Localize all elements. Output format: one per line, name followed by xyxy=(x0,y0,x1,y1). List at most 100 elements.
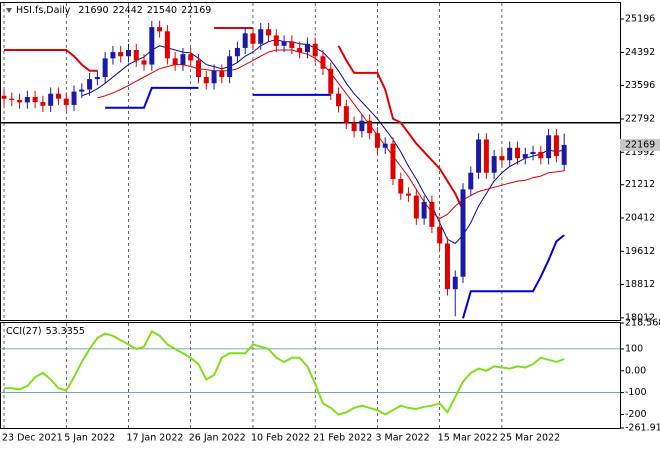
candle-body xyxy=(55,93,61,99)
candle-body xyxy=(444,243,450,290)
candle-body xyxy=(118,52,124,57)
y-tick-label: -261.910 xyxy=(625,423,660,434)
candle-body xyxy=(110,52,116,59)
x-tick-label: 17 Jan 2022 xyxy=(126,433,183,444)
candle-body xyxy=(546,135,552,159)
candle-body xyxy=(79,89,85,92)
y-tick-label: 19612 xyxy=(625,246,655,257)
candle-body xyxy=(87,79,93,90)
candle-body xyxy=(429,201,435,227)
candle-body xyxy=(188,54,194,61)
y-tick-label: 23596 xyxy=(625,80,655,91)
candle-body xyxy=(561,144,567,165)
candle-body xyxy=(40,102,46,106)
candle-body xyxy=(491,156,497,173)
candle-body xyxy=(514,147,520,159)
y-tick-label: 25196 xyxy=(625,13,655,24)
y-tick-label: 218.5687 xyxy=(625,318,660,329)
candle-body xyxy=(289,41,295,48)
candle-body xyxy=(48,93,54,106)
candle-body xyxy=(499,156,505,161)
candle-body xyxy=(250,33,256,44)
candle-body xyxy=(297,47,303,53)
candle-body xyxy=(71,91,77,105)
y-tick-label: 18812 xyxy=(625,279,655,290)
candle-body xyxy=(141,60,147,65)
candle-body xyxy=(227,56,233,78)
cci-header: CCI(27) 53.3355 xyxy=(6,326,85,337)
candle-body xyxy=(538,151,544,159)
candle-body xyxy=(522,154,528,159)
candle-body xyxy=(359,120,365,132)
candle-body xyxy=(312,43,318,57)
candle-body xyxy=(281,41,287,46)
y-tick-label: 18012 xyxy=(625,312,655,323)
x-tick-label: 25 Mar 2022 xyxy=(500,433,560,444)
candle-body xyxy=(406,193,412,196)
candle-body xyxy=(390,143,396,179)
candle-body xyxy=(133,50,139,61)
candle-body xyxy=(320,56,326,69)
header-icon xyxy=(6,8,12,13)
y-tick-label: -100 xyxy=(625,387,647,398)
x-tick-label: 10 Feb 2022 xyxy=(251,433,310,444)
x-tick-label: 26 Jan 2022 xyxy=(189,433,246,444)
candle-body xyxy=(351,122,357,132)
candle-body xyxy=(125,50,131,57)
cci-line xyxy=(4,330,565,416)
x-tick-label: 3 Mar 2022 xyxy=(375,433,429,444)
y-tick-label: 24392 xyxy=(625,47,655,58)
candle-body xyxy=(476,139,482,173)
candle-body xyxy=(157,27,163,32)
main-panel xyxy=(0,2,621,321)
candle-body xyxy=(343,106,349,123)
candle-body xyxy=(172,58,178,65)
candle-body xyxy=(452,276,458,290)
x-tick-label: 21 Feb 2022 xyxy=(313,433,372,444)
candle-body xyxy=(203,77,209,84)
candle-body xyxy=(17,99,23,103)
candle-body xyxy=(164,31,170,59)
candle-body xyxy=(468,172,474,190)
candle-body xyxy=(507,147,513,161)
y-tick-label: 20412 xyxy=(625,212,655,223)
symbol-header: HSI.fs,Daily 21690 22442 21540 22169 xyxy=(16,5,211,16)
candle-body xyxy=(336,93,342,107)
candle-body xyxy=(437,226,443,244)
candle-body xyxy=(421,201,427,219)
x-tick-label: 15 Mar 2022 xyxy=(438,433,498,444)
candle-body xyxy=(196,60,201,78)
candle-body xyxy=(382,143,388,148)
candle-body xyxy=(24,97,30,103)
candle-body xyxy=(149,27,155,65)
candle-body xyxy=(553,135,559,157)
candle-body xyxy=(530,151,536,155)
y-tick-label: 0.00 xyxy=(625,365,646,376)
candle-body xyxy=(258,29,264,44)
price-marker-label: 22169 xyxy=(625,139,655,150)
y-tick-label: -200 xyxy=(625,409,647,420)
candle-body xyxy=(211,70,217,84)
y-tick-label: 21212 xyxy=(625,179,655,190)
x-tick-label: 5 Jan 2022 xyxy=(64,433,115,444)
candle-body xyxy=(94,77,100,80)
overlay-line xyxy=(4,27,464,211)
candle-body xyxy=(304,43,310,53)
y-tick-label: 21992 xyxy=(625,147,655,158)
y-tick-label: 100 xyxy=(625,343,643,354)
candle-body xyxy=(32,97,38,103)
x-tick-label: 23 Dec 2021 xyxy=(2,433,63,444)
candle-body xyxy=(102,58,108,78)
candle-body xyxy=(1,95,7,99)
candle-body xyxy=(398,178,404,194)
candle-body xyxy=(266,29,272,36)
candle-body xyxy=(234,47,240,57)
candle-body xyxy=(242,33,248,48)
candle-body xyxy=(460,189,466,277)
price-marker xyxy=(620,138,660,151)
candle-body xyxy=(9,98,15,100)
overlay-line xyxy=(105,86,565,319)
candle-body xyxy=(374,133,380,148)
